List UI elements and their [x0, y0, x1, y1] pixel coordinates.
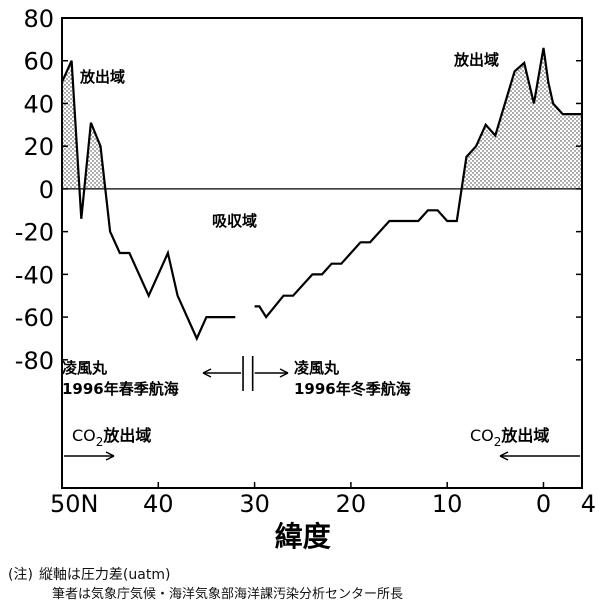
x-tick-label: 0 — [536, 490, 551, 518]
release-area-fill — [548, 82, 554, 189]
x-tick-label: 10 — [432, 490, 463, 518]
footnote-author: 筆者は気象庁気候・海洋気象部海洋課汚染分析センター所長 — [52, 587, 404, 602]
co2-release-label-right: CO2放出域 — [470, 426, 549, 449]
spring-cruise-line — [60, 60, 236, 342]
x-tick-label: 20 — [336, 490, 367, 518]
release-area-fill — [62, 60, 72, 189]
y-tick-label: -60 — [15, 304, 54, 332]
release-area-fill — [553, 103, 563, 189]
cruise-label-winter-voyage: 1996年冬季航海 — [294, 380, 411, 398]
x-tick-label: 4 — [581, 490, 596, 518]
co2-pressure-difference-chart: 80 60 40 20 0 -20 -40 -60 -80 50N 40 30 20 10 0 4 緯度 放出域… — [15, 5, 596, 553]
release-area-fill — [485, 124, 496, 189]
left-arrow-head-icon — [202, 368, 212, 378]
release-area-fill — [543, 47, 549, 189]
right-arrow-head-icon — [279, 368, 289, 378]
absorb-label: 吸収域 — [212, 212, 257, 230]
footnote-text: 縦軸は圧力差(uatm) — [38, 567, 171, 583]
release-area-fill — [514, 62, 525, 189]
co2-release-label-left: CO2放出域 — [72, 426, 151, 449]
release-area-fill — [562, 114, 582, 189]
y-tick-label: -40 — [15, 261, 54, 289]
y-tick-label: 80 — [23, 5, 54, 33]
winter-cruise-line — [254, 47, 582, 319]
release-label-left: 放出域 — [79, 68, 125, 86]
release-area-fill — [533, 47, 544, 189]
footnote-prefix: (注) — [8, 567, 33, 583]
x-tick-label: 40 — [143, 490, 174, 518]
release-area-fill — [495, 71, 515, 189]
y-tick-label: -80 — [15, 347, 54, 375]
y-tick-label: 40 — [23, 90, 54, 118]
footnote-axis: (注) 縦軸は圧力差(uatm) — [8, 566, 170, 584]
release-area-fill — [90, 122, 101, 189]
x-tick-label: 30 — [239, 490, 270, 518]
x-axis-label: 緯度 — [275, 520, 331, 553]
cruise-label-winter-ship: 凌風丸 — [294, 359, 340, 377]
release-area-fill — [476, 124, 486, 189]
arrow-left-icon — [499, 451, 509, 461]
plot-frame — [61, 17, 583, 489]
arrow-right-icon — [105, 451, 115, 461]
y-tick-label: 60 — [23, 48, 54, 76]
x-tick-label: 50N — [50, 490, 99, 518]
y-tick-label: 20 — [23, 133, 54, 161]
cruise-label-spring-ship: 凌風丸 — [62, 359, 108, 377]
release-label-right: 放出域 — [453, 51, 499, 69]
y-tick-label: 0 — [39, 176, 54, 204]
cruise-label-spring-voyage: 1996年春季航海 — [62, 380, 179, 398]
chart: 80 60 40 20 0 -20 -40 -60 -80 50N 40 30 20 10 0 4 緯度 放出域… — [15, 5, 596, 553]
y-tick-label: -20 — [15, 219, 54, 247]
release-area-fill — [466, 146, 477, 189]
